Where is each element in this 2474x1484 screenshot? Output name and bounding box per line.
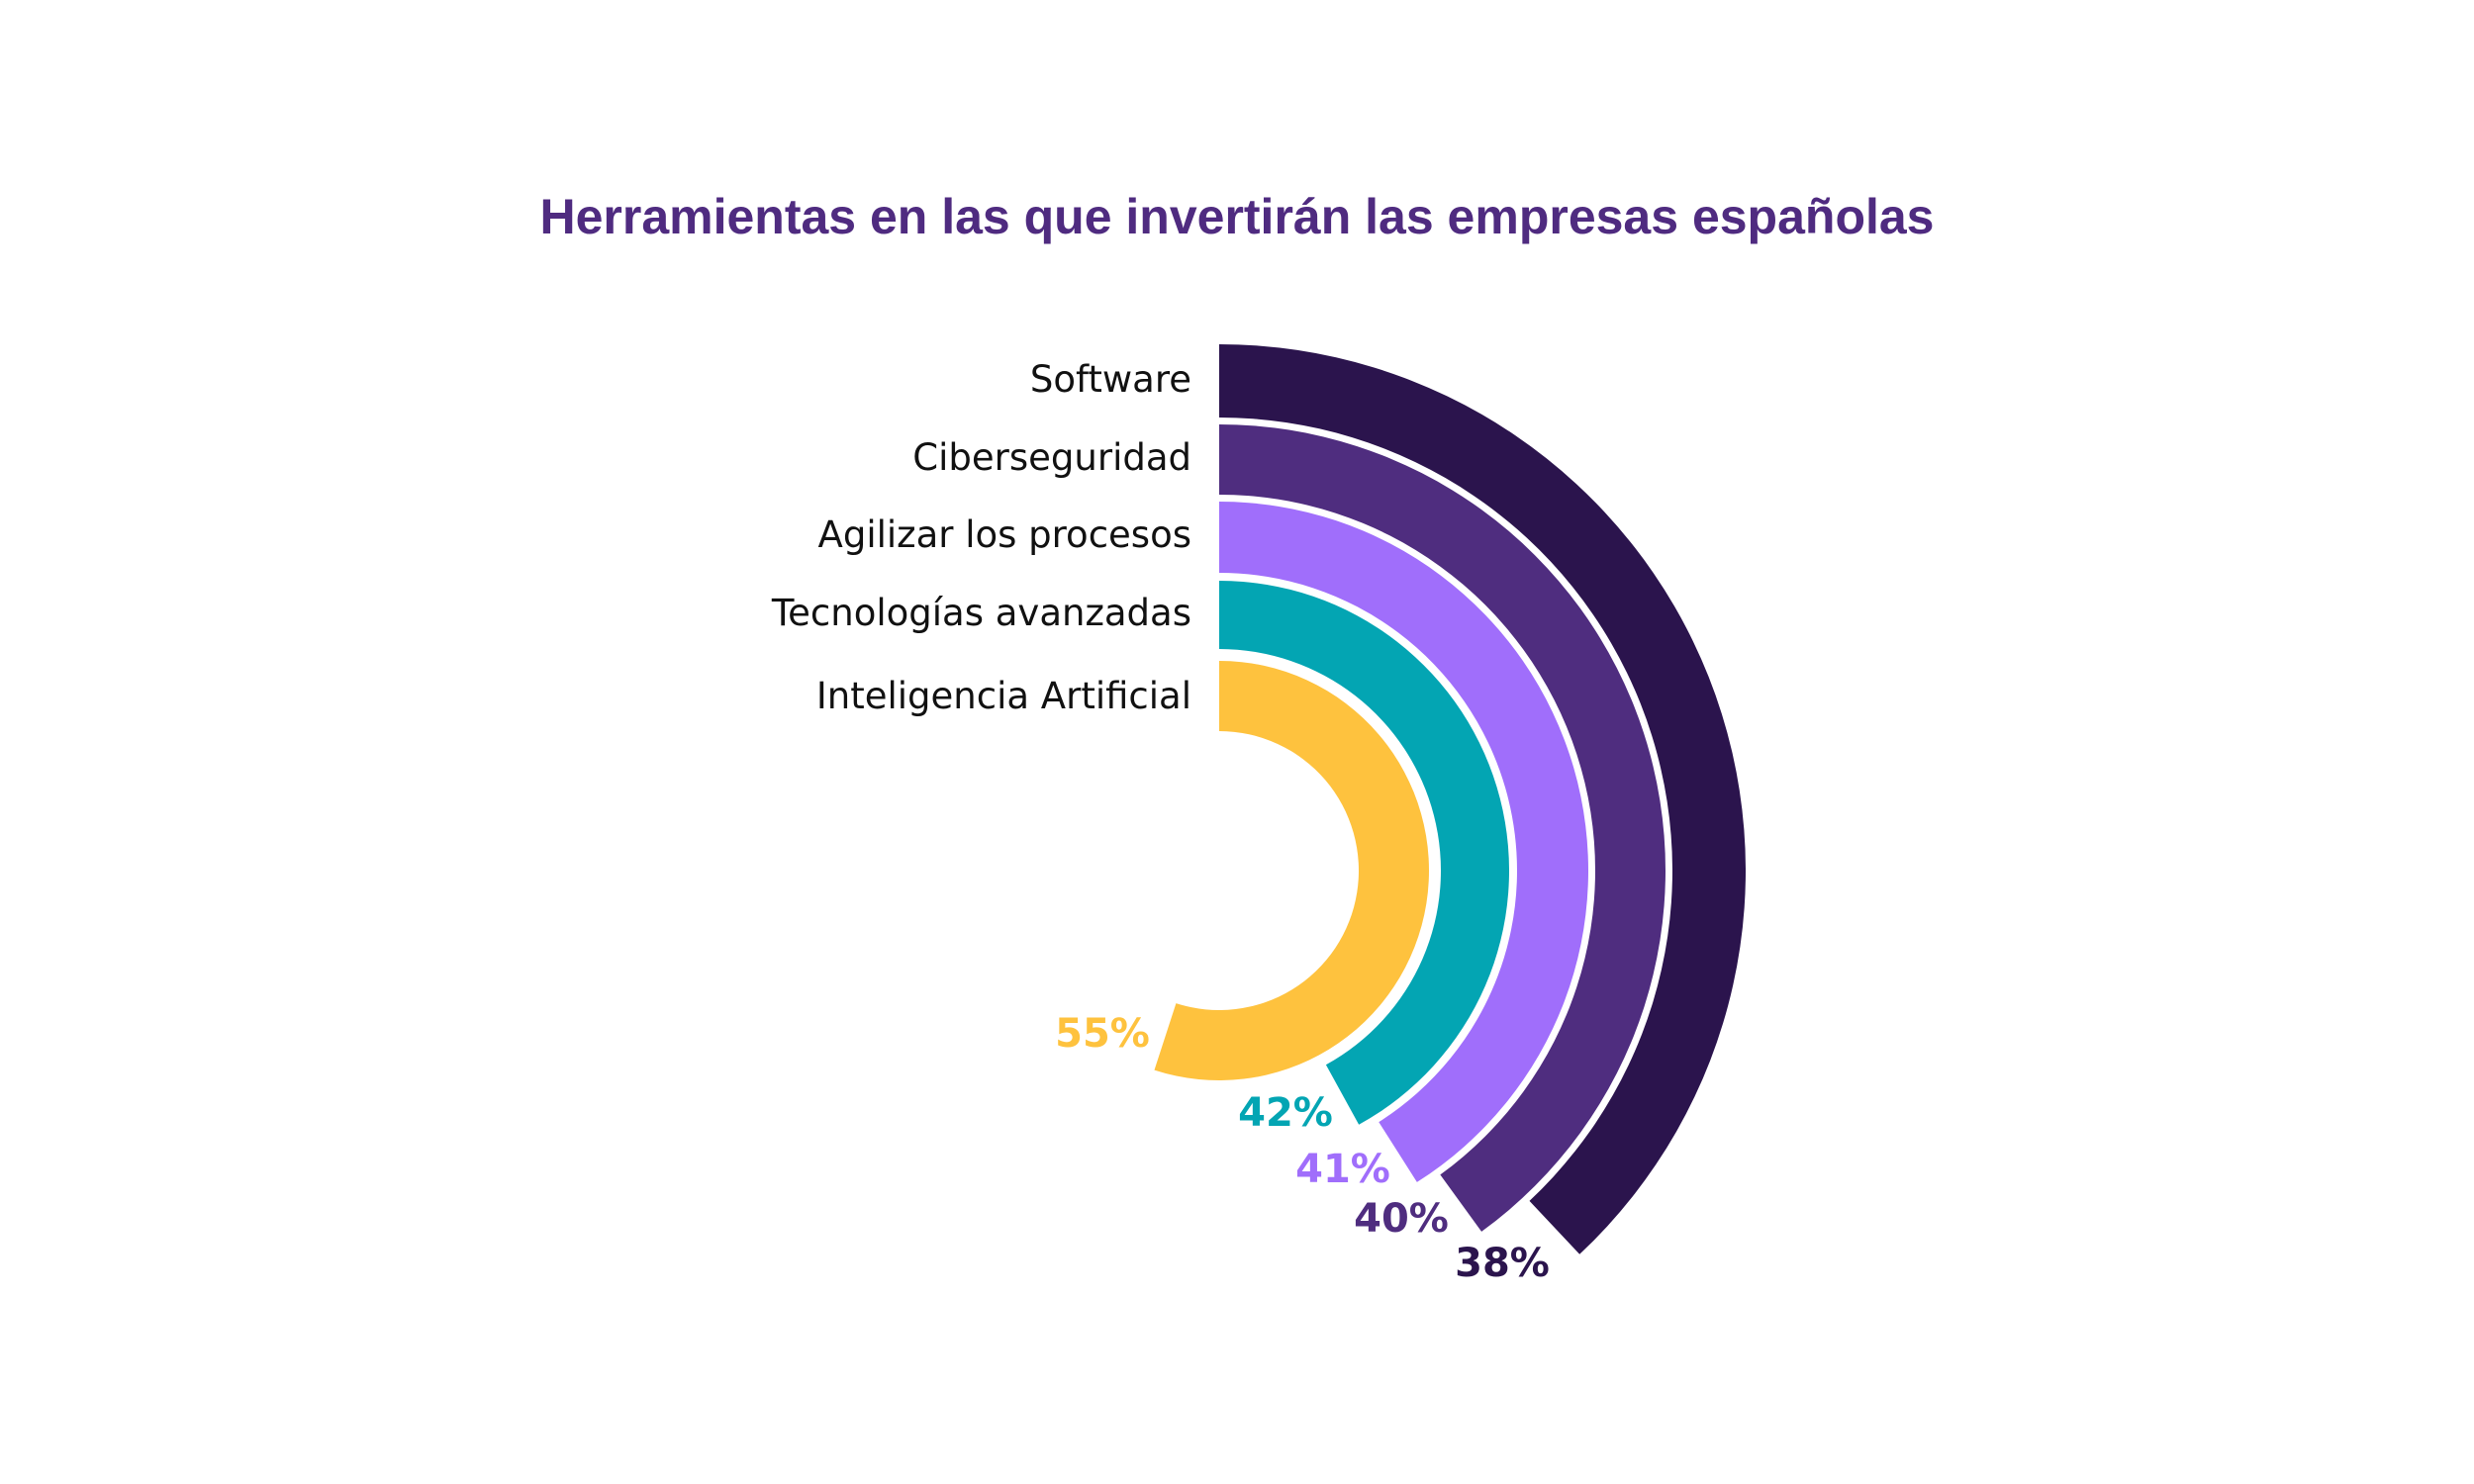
value-label: 42% [1238, 1090, 1333, 1136]
category-label: Agilizar los procesos [818, 513, 1191, 556]
category-label: Inteligencia Artificial [816, 675, 1191, 717]
value-label: 38% [1455, 1241, 1550, 1286]
arc-ciberseguridad [1219, 424, 1665, 1232]
arc-software [1219, 344, 1747, 1254]
value-label: 55% [1055, 1011, 1150, 1057]
value-label: 41% [1295, 1147, 1390, 1192]
category-label: Software [1030, 358, 1191, 401]
chart-title: Herramientas en las que invertirán las e… [539, 189, 1935, 244]
arc-tecnolog-as-avanzadas [1219, 581, 1509, 1125]
arc-inteligencia-artificial [1154, 661, 1430, 1080]
category-label: Tecnologías avanzadas [771, 592, 1191, 634]
arc-agilizar-los-procesos [1219, 502, 1589, 1182]
category-label: Ciberseguridad [912, 436, 1191, 479]
value-label: 40% [1354, 1196, 1449, 1242]
